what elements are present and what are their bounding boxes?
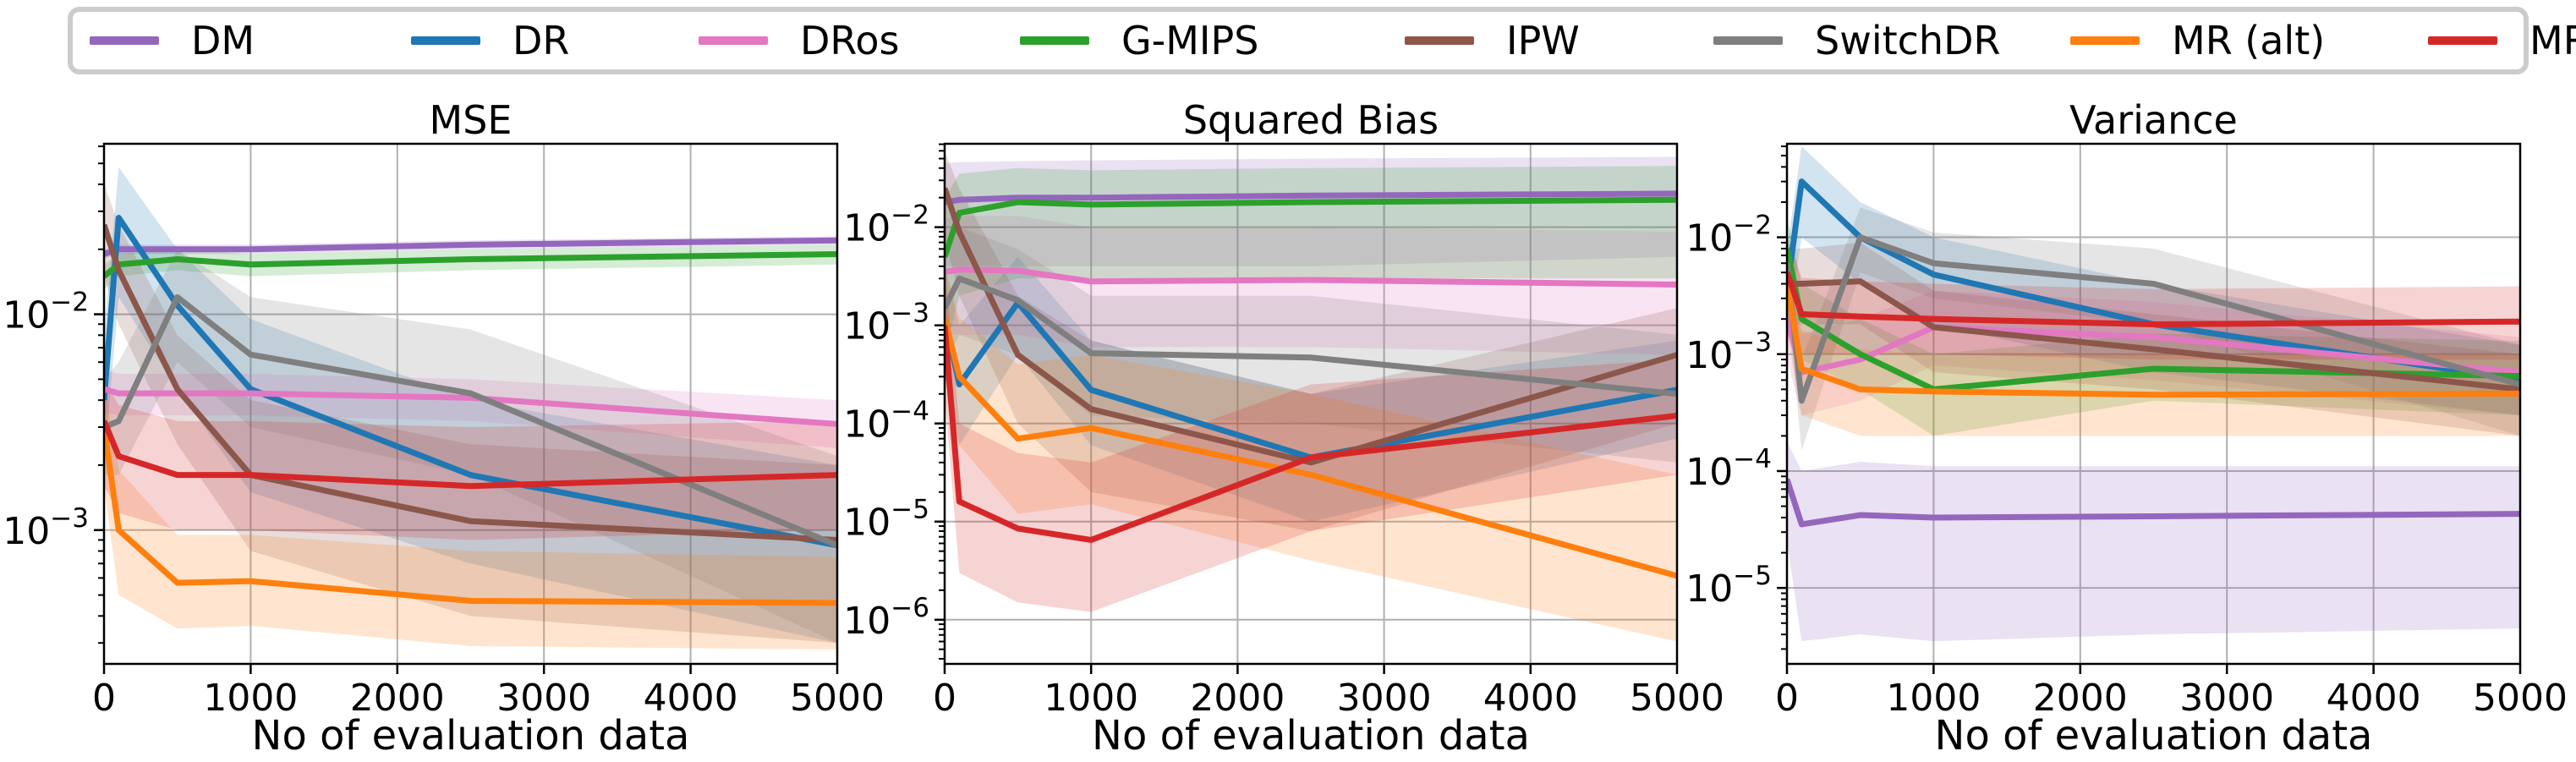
y-tick-label: 10−2	[843, 200, 929, 250]
series-band	[1787, 217, 2520, 436]
chart-panel-1: 10−3 10−2 0 1000 2000 3000 4000 5000 MSE No of ev…	[3, 97, 885, 759]
series-line	[945, 187, 1677, 466]
legend-item: DM	[90, 12, 255, 69]
legend-item: DRos	[699, 12, 899, 69]
y-tick-label: 10−5	[1685, 561, 1772, 611]
legend-label: MR (alt)	[2172, 18, 2326, 63]
x-tick-label: 0	[92, 677, 116, 720]
chart-panel-3: 10−5 10−4 10−3 10−2 0 1000 2000 3000 4000 5000 Var…	[1685, 97, 2568, 759]
series-line	[945, 266, 1677, 288]
series-line	[945, 316, 1677, 579]
x-axis-label: No of evaluation data	[1092, 712, 1530, 759]
x-tick-label: 3000	[2179, 677, 2274, 720]
y-tick-label: 10−2	[3, 288, 89, 337]
series-line	[104, 293, 837, 549]
series-line	[1787, 178, 2520, 383]
legend-swatch	[2070, 36, 2140, 45]
legend-item: G-MIPS	[1020, 12, 1258, 69]
plot-area	[945, 151, 1677, 642]
legend-item: SwitchDR	[1713, 12, 2000, 69]
y-tick-label: 10−2	[1685, 211, 1772, 260]
legend-swatch	[699, 36, 768, 45]
plot-area	[1787, 146, 2520, 642]
y-tick-label: 10−4	[843, 397, 929, 447]
legend-item: MR (alt)	[2070, 12, 2325, 69]
legend-item: DR	[411, 12, 569, 69]
series-band	[945, 216, 1677, 355]
x-tick-label: 5000	[1630, 677, 1724, 720]
x-tick-label: 4000	[1483, 677, 1578, 720]
series-line	[945, 325, 1677, 543]
series-line	[945, 190, 1677, 206]
y-tick-label: 10−3	[3, 503, 89, 553]
series-line	[104, 386, 837, 427]
legend-label: MR	[2529, 18, 2576, 63]
legend-item: IPW	[1405, 12, 1580, 69]
series-line	[1787, 234, 2520, 404]
legend-swatch	[2428, 36, 2497, 45]
y-tick-label: 10−4	[1685, 444, 1772, 494]
legend-swatch	[90, 36, 159, 45]
x-tick-label: 0	[1775, 677, 1799, 720]
legend-swatch	[1405, 36, 1474, 45]
x-tick-label: 4000	[644, 677, 738, 720]
series-band	[104, 249, 837, 644]
chart-panel-2: 10−6 10−5 10−4 10−3 10−2 0 1000 2000 3000 4000 500…	[843, 97, 1724, 759]
x-tick-label: 5000	[2473, 677, 2568, 720]
y-tick-label: 10−6	[843, 593, 929, 643]
series-line	[945, 275, 1677, 397]
x-tick-label: 2000	[1190, 677, 1285, 720]
legend-item: MR	[2428, 12, 2576, 69]
x-axis-label: No of evaluation data	[1935, 712, 2373, 759]
legend-swatch	[1020, 36, 1089, 45]
legend-label: G-MIPS	[1121, 18, 1259, 63]
series-line	[1787, 271, 2520, 327]
series-band	[945, 266, 1677, 642]
series-line	[104, 223, 837, 543]
plot-frame	[102, 142, 839, 666]
plot-area	[104, 167, 837, 650]
series-band	[945, 156, 1677, 266]
x-tick-label: 2000	[2033, 677, 2128, 720]
series-line	[1787, 282, 2520, 398]
y-tick-label: 10−3	[1685, 327, 1772, 377]
x-tick-label: 5000	[790, 677, 885, 720]
series-line	[104, 419, 837, 490]
series-band	[1787, 146, 2520, 416]
series-band	[945, 166, 1677, 355]
x-axis-label: No of evaluation data	[252, 712, 690, 759]
legend-label: DR	[512, 18, 570, 63]
chart-title: Squared Bias	[1183, 97, 1439, 143]
x-tick-label: 4000	[2327, 677, 2421, 720]
series-line	[1787, 278, 2520, 392]
chart-title: MSE	[430, 97, 512, 143]
series-band	[104, 167, 837, 644]
series-line	[104, 426, 837, 606]
x-tick-label: 1000	[203, 677, 298, 720]
x-tick-label: 1000	[1044, 677, 1138, 720]
y-tick-label: 10−3	[843, 299, 929, 348]
x-tick-label: 3000	[496, 677, 591, 720]
plot-frame	[943, 142, 1679, 666]
x-tick-label: 0	[933, 677, 956, 720]
chart-legend: DM DR DRos G-MIPS IPW SwitchDR MR (alt) MR	[68, 7, 2576, 74]
legend-label: DM	[191, 18, 255, 63]
series-band	[104, 379, 837, 540]
legend-label: SwitchDR	[1815, 18, 2001, 63]
series-line	[1787, 478, 2520, 528]
legend-swatch	[411, 36, 480, 45]
legend-swatch	[1713, 36, 1783, 45]
series-band	[104, 370, 837, 448]
legend-label: IPW	[1506, 18, 1580, 63]
y-tick-label: 10−5	[843, 495, 929, 545]
series-band	[1787, 441, 2520, 642]
x-tick-label: 1000	[1886, 677, 1981, 720]
legend-label: DRos	[800, 18, 900, 63]
series-band	[945, 256, 1677, 522]
x-tick-label: 2000	[350, 677, 445, 720]
plot-frame	[1785, 142, 2522, 666]
chart-title: Variance	[2069, 97, 2238, 143]
x-tick-label: 3000	[1337, 677, 1432, 720]
